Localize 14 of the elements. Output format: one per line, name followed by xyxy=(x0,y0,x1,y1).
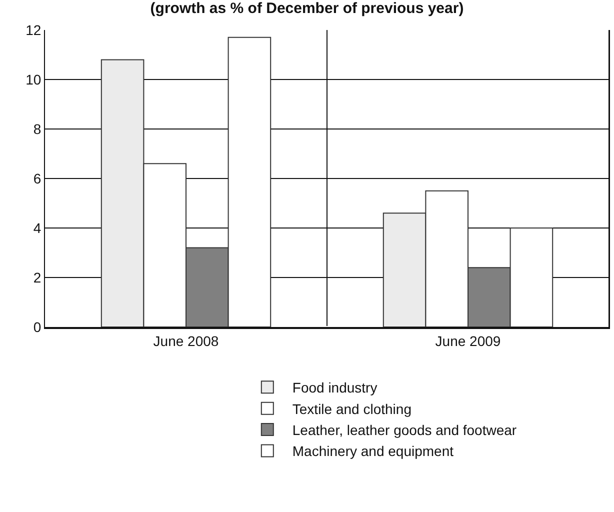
y-tick-label: 12 xyxy=(26,22,42,38)
legend-label: Machinery and equipment xyxy=(292,443,454,460)
x-tick-label: June 2008 xyxy=(153,332,219,349)
y-tick-label: 8 xyxy=(33,120,42,137)
y-tick-label: 6 xyxy=(33,170,42,186)
chart-title: (growth as % of December of previous year) xyxy=(150,0,464,18)
legend-label: Textile and clothing xyxy=(292,400,412,417)
legend-label: Food industry xyxy=(292,380,378,396)
y-tick-label: 2 xyxy=(33,269,42,286)
y-tick-label: 0 xyxy=(33,318,42,335)
x-tick-label: June 2009 xyxy=(435,332,501,349)
legend-label: Leather, leather goods and footwear xyxy=(292,422,517,438)
y-tick-label: 10 xyxy=(26,71,42,88)
y-tick-label: 4 xyxy=(33,220,42,236)
